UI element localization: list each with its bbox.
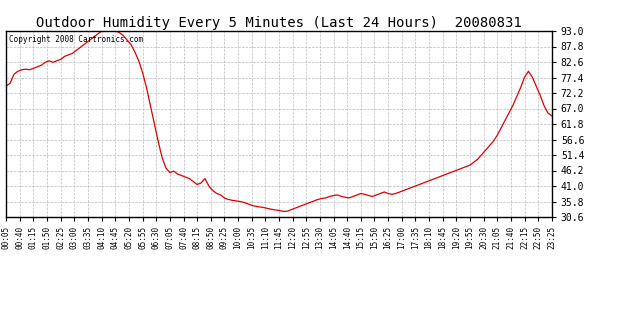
- Text: Copyright 2008 Cartronics.com: Copyright 2008 Cartronics.com: [9, 35, 143, 44]
- Title: Outdoor Humidity Every 5 Minutes (Last 24 Hours)  20080831: Outdoor Humidity Every 5 Minutes (Last 2…: [36, 16, 522, 30]
